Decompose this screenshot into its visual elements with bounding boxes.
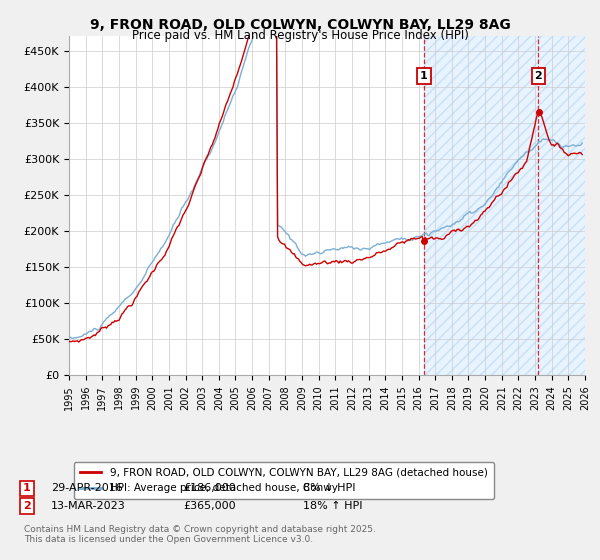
Text: 1: 1 [23,483,31,493]
Bar [424,36,585,375]
Text: 2: 2 [535,71,542,81]
Text: Price paid vs. HM Land Registry's House Price Index (HPI): Price paid vs. HM Land Registry's House … [131,29,469,42]
Text: 1: 1 [420,71,428,81]
Text: 18% ↑ HPI: 18% ↑ HPI [303,501,362,511]
Bar [424,36,585,375]
Text: 13-MAR-2023: 13-MAR-2023 [51,501,126,511]
Text: £186,000: £186,000 [183,483,236,493]
Text: 9, FRON ROAD, OLD COLWYN, COLWYN BAY, LL29 8AG: 9, FRON ROAD, OLD COLWYN, COLWYN BAY, LL… [89,18,511,32]
Text: 2: 2 [23,501,31,511]
Legend: 9, FRON ROAD, OLD COLWYN, COLWYN BAY, LL29 8AG (detached house), HPI: Average pr: 9, FRON ROAD, OLD COLWYN, COLWYN BAY, LL… [74,462,494,500]
Text: 29-APR-2016: 29-APR-2016 [51,483,123,493]
Text: 8% ↓ HPI: 8% ↓ HPI [303,483,355,493]
Text: Contains HM Land Registry data © Crown copyright and database right 2025.
This d: Contains HM Land Registry data © Crown c… [24,525,376,544]
Text: £365,000: £365,000 [183,501,236,511]
